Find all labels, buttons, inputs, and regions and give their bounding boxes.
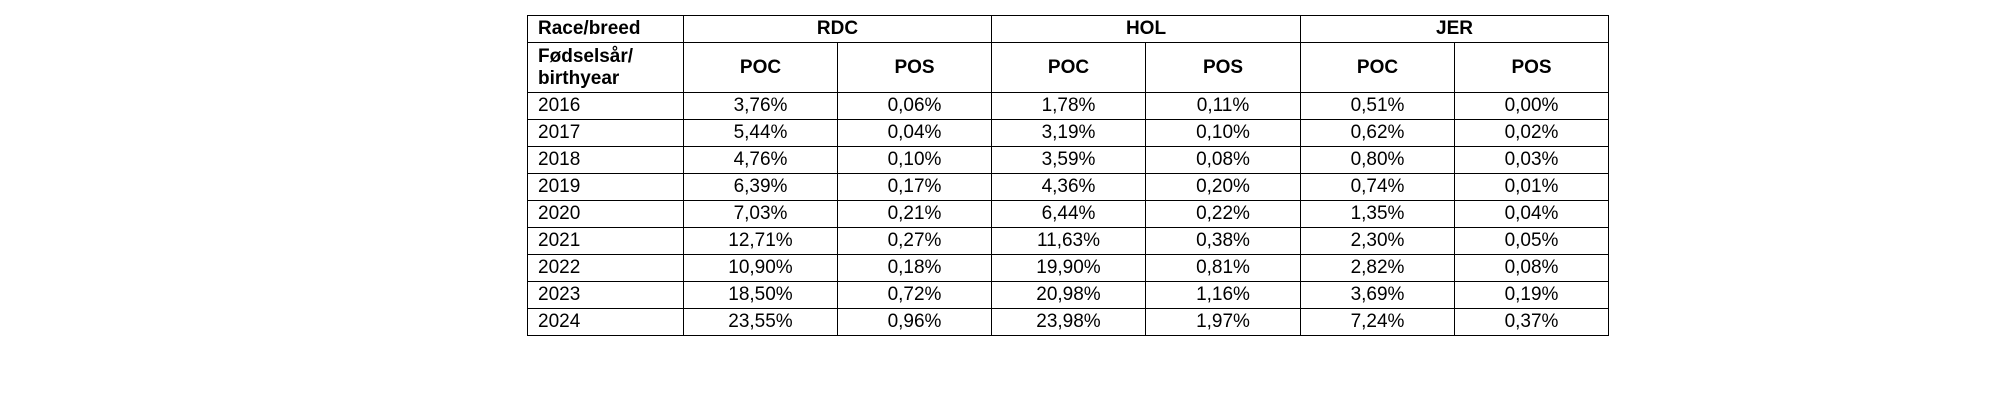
value-cell: 0,80%	[1300, 146, 1455, 174]
breed-header: JER	[1300, 15, 1609, 43]
column-header: POC	[991, 42, 1146, 93]
year-cell: 2017	[527, 119, 684, 147]
data-row: 2016 3,76% 0,06% 1,78% 0,11% 0,51% 0,00%	[527, 92, 1609, 120]
value-cell: 0,10%	[1145, 119, 1301, 147]
column-header: POS	[837, 42, 992, 93]
value-cell: 0,19%	[1454, 281, 1609, 309]
data-row: 2017 5,44% 0,04% 3,19% 0,10% 0,62% 0,02%	[527, 119, 1609, 147]
value-cell: 12,71%	[683, 227, 838, 255]
breed-header: HOL	[991, 15, 1301, 43]
value-cell: 0,22%	[1145, 200, 1301, 228]
year-cell: 2023	[527, 281, 684, 309]
value-cell: 0,20%	[1145, 173, 1301, 201]
value-cell: 1,16%	[1145, 281, 1301, 309]
column-header: POS	[1454, 42, 1609, 93]
value-cell: 7,24%	[1300, 308, 1455, 336]
value-cell: 23,55%	[683, 308, 838, 336]
value-cell: 0,38%	[1145, 227, 1301, 255]
value-cell: 0,06%	[837, 92, 992, 120]
value-cell: 0,02%	[1454, 119, 1609, 147]
value-cell: 0,08%	[1454, 254, 1609, 282]
header-row: Race/breed RDC HOL JER	[527, 15, 1609, 43]
value-cell: 3,19%	[991, 119, 1146, 147]
value-cell: 0,21%	[837, 200, 992, 228]
value-cell: 6,39%	[683, 173, 838, 201]
value-cell: 23,98%	[991, 308, 1146, 336]
year-cell: 2018	[527, 146, 684, 174]
year-cell: 2020	[527, 200, 684, 228]
data-row: 2021 12,71% 0,27% 11,63% 0,38% 2,30% 0,05%	[527, 227, 1609, 255]
data-row: 2019 6,39% 0,17% 4,36% 0,20% 0,74% 0,01%	[527, 173, 1609, 201]
value-cell: 4,36%	[991, 173, 1146, 201]
data-row: 2020 7,03% 0,21% 6,44% 0,22% 1,35% 0,04%	[527, 200, 1609, 228]
value-cell: 0,00%	[1454, 92, 1609, 120]
value-cell: 0,04%	[1454, 200, 1609, 228]
table-body: 2016 3,76% 0,06% 1,78% 0,11% 0,51% 0,00% 2017 5,…	[527, 92, 1609, 336]
value-cell: 10,90%	[683, 254, 838, 282]
value-cell: 0,11%	[1145, 92, 1301, 120]
value-cell: 6,44%	[991, 200, 1146, 228]
value-cell: 1,97%	[1145, 308, 1301, 336]
data-row: 2022 10,90% 0,18% 19,90% 0,81% 2,82% 0,08%	[527, 254, 1609, 282]
value-cell: 0,08%	[1145, 146, 1301, 174]
value-cell: 2,82%	[1300, 254, 1455, 282]
value-cell: 20,98%	[991, 281, 1146, 309]
year-cell: 2022	[527, 254, 684, 282]
year-cell: 2024	[527, 308, 684, 336]
year-cell: 2016	[527, 92, 684, 120]
column-header: POS	[1145, 42, 1301, 93]
value-cell: 19,90%	[991, 254, 1146, 282]
value-cell: 3,59%	[991, 146, 1146, 174]
value-cell: 4,76%	[683, 146, 838, 174]
value-cell: 0,27%	[837, 227, 992, 255]
value-cell: 0,74%	[1300, 173, 1455, 201]
value-cell: 2,30%	[1300, 227, 1455, 255]
corner-label: Race/breed	[527, 15, 684, 43]
value-cell: 5,44%	[683, 119, 838, 147]
value-cell: 3,69%	[1300, 281, 1455, 309]
value-cell: 0,81%	[1145, 254, 1301, 282]
value-cell: 0,17%	[837, 173, 992, 201]
value-cell: 0,10%	[837, 146, 992, 174]
value-cell: 0,18%	[837, 254, 992, 282]
value-cell: 11,63%	[991, 227, 1146, 255]
year-cell: 2019	[527, 173, 684, 201]
column-header: POC	[683, 42, 838, 93]
data-table: Race/breed RDC HOL JER Fødselsår/ birthyea…	[527, 15, 1609, 336]
value-cell: 0,51%	[1300, 92, 1455, 120]
value-cell: 0,05%	[1454, 227, 1609, 255]
value-cell: 0,03%	[1454, 146, 1609, 174]
year-cell: 2021	[527, 227, 684, 255]
breed-header: RDC	[683, 15, 992, 43]
value-cell: 0,37%	[1454, 308, 1609, 336]
value-cell: 0,96%	[837, 308, 992, 336]
value-cell: 0,72%	[837, 281, 992, 309]
data-row: 2024 23,55% 0,96% 23,98% 1,97% 7,24% 0,37%	[527, 308, 1609, 336]
column-header: POC	[1300, 42, 1455, 93]
subheader-row: Fødselsår/ birthyear POC POS POC POS POC POS	[527, 42, 1609, 93]
value-cell: 0,01%	[1454, 173, 1609, 201]
value-cell: 3,76%	[683, 92, 838, 120]
birthyear-label: Fødselsår/ birthyear	[527, 42, 684, 93]
value-cell: 0,62%	[1300, 119, 1455, 147]
value-cell: 0,04%	[837, 119, 992, 147]
value-cell: 7,03%	[683, 200, 838, 228]
data-row: 2018 4,76% 0,10% 3,59% 0,08% 0,80% 0,03%	[527, 146, 1609, 174]
value-cell: 18,50%	[683, 281, 838, 309]
value-cell: 1,35%	[1300, 200, 1455, 228]
value-cell: 1,78%	[991, 92, 1146, 120]
data-row: 2023 18,50% 0,72% 20,98% 1,16% 3,69% 0,19%	[527, 281, 1609, 309]
